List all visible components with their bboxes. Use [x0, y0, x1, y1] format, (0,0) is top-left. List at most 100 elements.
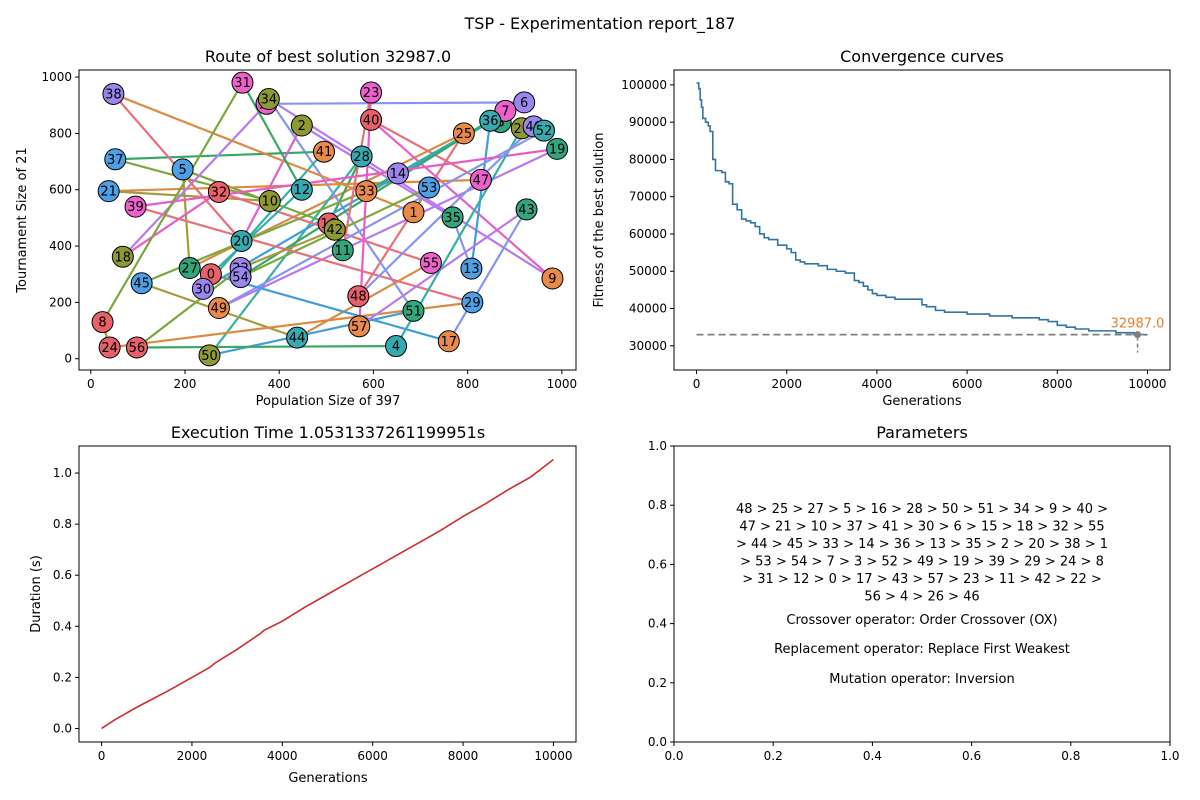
city-marker	[111, 245, 134, 268]
city-marker	[355, 180, 378, 203]
city-marker	[419, 251, 442, 274]
city-label: 43	[518, 203, 535, 218]
city-marker	[460, 257, 483, 280]
parameters-title: Parameters	[876, 423, 968, 442]
city-label: 44	[289, 331, 306, 346]
city-label: 10	[262, 194, 279, 209]
route-edge	[266, 101, 525, 105]
route-y-tick-label: 600	[49, 183, 72, 197]
city-label: 11	[335, 244, 352, 259]
route-edge	[370, 118, 482, 181]
time-plot-frame	[78, 445, 577, 743]
city-marker	[230, 229, 253, 252]
time-panel: Execution Time 1.0531337261199951s 0 2000…	[29, 423, 577, 786]
route-edge	[114, 158, 271, 203]
city-marker	[461, 291, 484, 314]
convergence-plot-frame	[673, 69, 1171, 371]
route-order-line: 47 > 21 > 10 > 37 > 41 > 30 > 6 > 15 > 1…	[739, 520, 1104, 535]
city-label: 24	[101, 341, 118, 356]
city-node: 11	[331, 239, 354, 262]
convergence-x-tick-label: 8000	[1042, 377, 1073, 391]
convergence-x-tick-label: 0	[693, 377, 701, 391]
city-label: 23	[363, 86, 380, 101]
city-node: 45	[130, 272, 153, 295]
city-label: 17	[441, 335, 458, 350]
route-order-line: 56 > 4 > 26 > 46	[864, 590, 979, 605]
city-label: 28	[353, 150, 370, 165]
city-label: 18	[115, 250, 132, 265]
city-label: 37	[107, 153, 124, 168]
city-node: 31	[231, 71, 254, 94]
time-y-tick-label: 0.8	[53, 517, 72, 531]
convergence-y-tick-label: 70000	[629, 190, 667, 204]
parameters-x-tick-label: 0.2	[764, 749, 783, 763]
route-edge	[240, 124, 303, 242]
city-marker	[385, 335, 408, 358]
city-node: 13	[460, 257, 483, 280]
route-y-tick-label: 1000	[41, 70, 72, 84]
time-x-tick-label: 4000	[267, 749, 298, 763]
route-edge	[447, 208, 528, 342]
city-node: 42	[323, 218, 346, 241]
city-node: 44	[286, 326, 309, 349]
city-marker	[91, 311, 114, 334]
city-marker	[98, 336, 121, 359]
city-node: 10	[258, 189, 281, 212]
city-label: 57	[351, 320, 368, 335]
city-node: 25	[452, 122, 475, 145]
city-label: 1	[409, 206, 417, 221]
replacement-operator-text: Replacement operator: Replace First Weak…	[774, 642, 1070, 657]
city-marker	[402, 201, 425, 224]
city-marker	[97, 180, 120, 203]
time-y-tick-label: 0.2	[53, 670, 72, 684]
city-node: 12	[290, 178, 313, 201]
city-marker	[290, 114, 313, 137]
city-label: 47	[473, 173, 490, 188]
city-node: 51	[402, 299, 425, 322]
city-node: 23	[360, 81, 383, 104]
route-edge	[136, 267, 242, 349]
city-marker	[546, 137, 569, 160]
route-order-line: > 44 > 45 > 33 > 14 > 36 > 13 > 35 > 2 >…	[736, 537, 1108, 552]
city-node: 50	[198, 344, 221, 367]
route-edge	[470, 120, 492, 269]
route-order-line: 48 > 25 > 27 > 5 > 16 > 28 > 50 > 51 > 3…	[736, 502, 1108, 517]
city-node: 18	[111, 245, 134, 268]
city-node: 19	[546, 137, 569, 160]
convergence-y-tick-label: 100000	[621, 78, 667, 92]
convergence-title: Convergence curves	[840, 47, 1004, 66]
city-marker	[191, 277, 214, 300]
city-node: 24	[98, 336, 121, 359]
city-node: 37	[104, 148, 127, 171]
city-label: 33	[358, 185, 375, 200]
route-edge	[241, 82, 303, 191]
parameters-panel: Parameters 0.0 0.2 0.4 0.6 0.8 1.00.00.20.40.…	[648, 423, 1180, 763]
route-y-label: Tournament Size of 21	[15, 147, 30, 293]
city-marker	[124, 195, 147, 218]
parameters-x-tick-label: 0.8	[1061, 749, 1080, 763]
city-label: 35	[444, 211, 461, 226]
route-y-tick-label: 800	[49, 126, 72, 140]
route-order-line: > 31 > 12 > 0 > 17 > 43 > 57 > 23 > 11 >…	[742, 572, 1102, 587]
city-node: 57	[348, 315, 371, 338]
time-x-tick-label: 0	[98, 749, 106, 763]
city-label: 49	[211, 302, 228, 317]
crossover-operator-text: Crossover operator: Order Crossover (OX)	[786, 613, 1057, 628]
city-label: 50	[201, 349, 218, 364]
city-marker	[171, 158, 194, 181]
city-marker	[441, 206, 464, 229]
city-node: 55	[419, 251, 442, 274]
city-node: 28	[350, 145, 373, 168]
best-fitness-curve	[696, 82, 1148, 336]
city-label: 4	[392, 340, 400, 355]
city-label: 21	[100, 185, 117, 200]
city-marker	[130, 272, 153, 295]
parameters-x-tick-label: 1.0	[1160, 749, 1179, 763]
city-node: 41	[312, 140, 335, 163]
time-title: Execution Time 1.0531337261199951s	[171, 423, 485, 442]
time-y-tick-label: 0.0	[53, 721, 72, 735]
city-marker	[286, 326, 309, 349]
city-node: 35	[441, 206, 464, 229]
city-label: 48	[350, 290, 367, 305]
city-node: 49	[207, 297, 230, 320]
